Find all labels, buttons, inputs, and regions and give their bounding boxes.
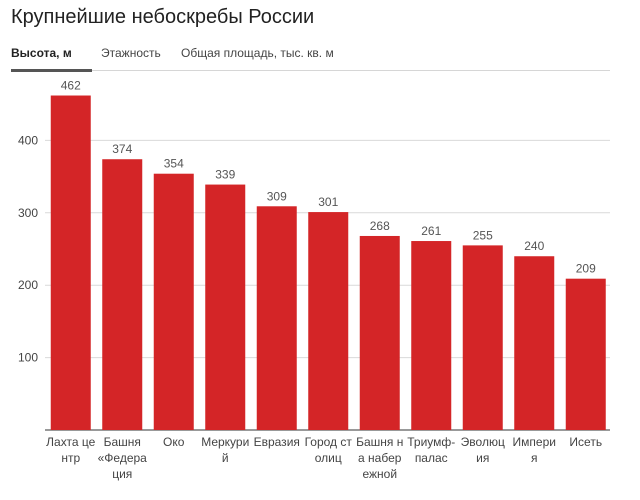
tab-floors[interactable]: Этажность <box>101 46 161 60</box>
y-tick-label: 400 <box>18 133 38 147</box>
x-tick-label: Эволюция <box>460 435 505 465</box>
metric-tabs: Высота, м Этажность Общая площадь, тыс. … <box>11 40 610 72</box>
bar[interactable] <box>514 256 555 430</box>
data-label: 354 <box>164 157 184 171</box>
bar[interactable] <box>308 212 349 430</box>
data-label: 309 <box>267 189 287 203</box>
bar[interactable] <box>102 159 143 430</box>
bar[interactable] <box>359 235 400 430</box>
data-label: 339 <box>215 168 235 182</box>
data-label: 374 <box>112 142 132 156</box>
x-tick-label: Лахта центр <box>46 435 96 465</box>
y-tick-label: 300 <box>18 206 38 220</box>
active-tab-indicator <box>11 69 92 72</box>
data-label: 240 <box>524 239 544 253</box>
x-tick-label: Империя <box>512 435 556 465</box>
x-tick-label: Исеть <box>569 435 603 449</box>
bar[interactable] <box>153 173 194 431</box>
x-tick-label: Меркурий <box>201 435 250 465</box>
data-label: 462 <box>61 79 81 93</box>
x-tick-label: Триумф-палас <box>407 435 456 465</box>
chart-title: Крупнейшие небоскребы России <box>11 6 315 28</box>
bar[interactable] <box>205 184 246 430</box>
tab-total-area[interactable]: Общая площадь, тыс. кв. м <box>181 46 334 60</box>
data-label: 209 <box>576 262 596 276</box>
x-tick-label: Евразия <box>253 435 300 449</box>
bar[interactable] <box>256 206 297 430</box>
y-tick-label: 200 <box>18 278 38 292</box>
x-tick-label: Башня «Федерация <box>97 435 147 481</box>
x-tick-label: Башня на набережной <box>356 435 404 481</box>
bar[interactable] <box>411 241 452 430</box>
bar[interactable] <box>462 245 503 430</box>
x-tick-label: Око <box>163 435 185 449</box>
data-label: 255 <box>473 228 493 242</box>
data-label: 261 <box>421 224 441 238</box>
x-tick-label: Город столиц <box>304 435 352 465</box>
bar[interactable] <box>50 95 91 431</box>
data-label: 301 <box>318 195 338 209</box>
y-tick-label: 100 <box>18 351 38 365</box>
data-label: 268 <box>370 219 390 233</box>
tab-height[interactable]: Высота, м <box>11 46 72 60</box>
bar[interactable] <box>565 278 606 430</box>
